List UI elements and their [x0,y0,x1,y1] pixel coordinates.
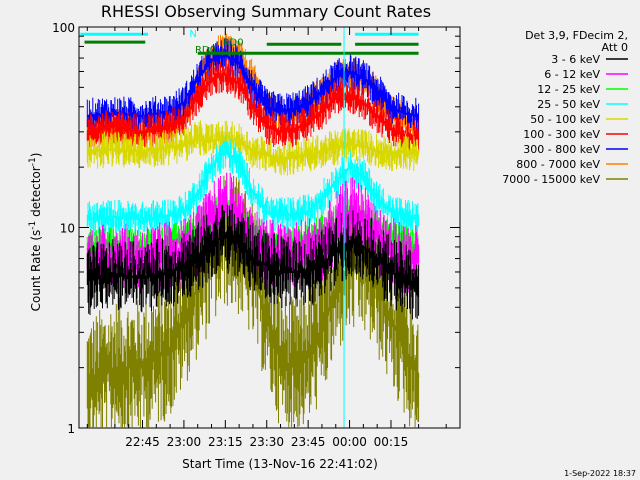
x-tick-label: 22:45 [125,435,160,449]
y-axis-label-sup2: -1 [28,157,38,166]
chart-title: RHESSI Observing Summary Count Rates [101,2,431,21]
footer-timestamp: 1-Sep-2022 18:37 [564,469,636,478]
legend-label: 25 - 50 keV [537,98,600,111]
x-axis-label: Start Time (13-Nov-16 22:41:02) [182,457,378,471]
y-axis-label-sup1: -1 [28,221,38,230]
legend: Det 3,9, FDecim 2,Att 03 - 6 keV 6 - 12 k… [502,29,628,186]
series-noise [86,135,420,237]
y-axis-label-end: ) [29,153,43,158]
legend-label: 3 - 6 keV [551,53,600,66]
y-axis-label-main: Count Rate (s [29,230,43,312]
legend-header: Att 0 [602,41,628,54]
series-300-800keV-group [86,38,420,134]
series-3-6keV-group [86,203,420,320]
x-tick-label: 23:30 [249,435,284,449]
annotation-label: RD0 [195,45,216,56]
series-100-300keV-group [86,59,420,153]
series-layer [86,30,420,428]
series-noise [86,38,420,134]
legend-label: 50 - 100 keV [530,113,600,126]
x-tick-label: 23:15 [208,435,243,449]
series-noise [86,120,420,176]
legend-label: 7000 - 15000 keV [502,173,600,186]
x-tick-label: 23:45 [291,435,326,449]
y-tick-label: 100 [52,21,75,35]
legend-label: 100 - 300 keV [523,128,600,141]
y-axis-label: Count Rate (s-1 detector-1) [28,153,43,312]
overlay-layer: N RD0 RD0 [80,27,419,428]
x-tick-label: 23:00 [167,435,202,449]
y-tick-label: 10 [60,222,75,236]
series-25-50keV-group [86,135,420,237]
y-tick-label: 1 [67,422,75,436]
x-tick-label: 00:15 [374,435,409,449]
x-tick-label: 00:00 [332,435,367,449]
y-axis-label-mid: detector [29,166,43,221]
series-noise [86,203,420,320]
ticks-layer: 22:45 23:00 23:15 23:30 23:45 00:00 00:15 1 10 10… [52,21,460,449]
series-50-100keV-group [86,120,420,176]
legend-label: 6 - 12 keV [544,68,600,81]
legend-label: 800 - 7000 keV [516,158,600,171]
legend-label: 300 - 800 keV [523,143,600,156]
annotation-label: N [189,29,196,40]
legend-label: 12 - 25 keV [537,83,600,96]
legend-header: Det 3,9, FDecim 2, [525,29,628,42]
series-noise [86,59,420,153]
annotation-label: RD0 [223,37,244,48]
